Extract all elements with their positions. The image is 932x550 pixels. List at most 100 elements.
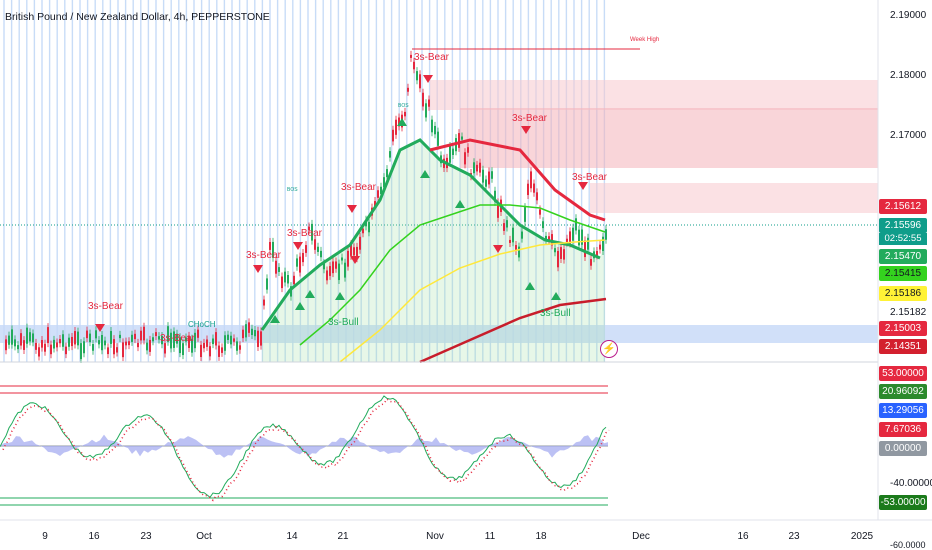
candle-body <box>266 278 268 290</box>
candle-body <box>134 333 136 340</box>
candle-body <box>32 333 34 343</box>
bear-arrow <box>95 324 105 332</box>
candle-body <box>89 333 91 343</box>
candle-body <box>416 71 418 81</box>
candle-body <box>176 333 178 344</box>
bull-arrow <box>305 290 315 298</box>
candle-body <box>602 236 604 252</box>
time-tick: 2025 <box>850 531 874 542</box>
signal-label-bear: 3s-Bear <box>512 113 548 124</box>
candle-body <box>578 229 580 246</box>
candle-body <box>419 74 421 89</box>
candle-body <box>242 329 244 339</box>
supply-zone <box>460 108 878 168</box>
candle-body <box>71 336 73 347</box>
price-tag-zone-bottom: 2.14351 <box>879 339 927 354</box>
candle-body <box>338 263 340 281</box>
candle-body <box>149 339 151 352</box>
ma-ribbon-fill <box>262 140 605 362</box>
candle-body <box>212 338 214 345</box>
candle-body <box>131 334 133 342</box>
candle-body <box>17 345 19 350</box>
candle-body <box>395 119 397 135</box>
candle-body <box>506 220 508 228</box>
candle-body <box>566 238 568 243</box>
candle-body <box>194 332 196 349</box>
candle-body <box>293 275 295 285</box>
time-tick: 23 <box>788 531 800 542</box>
candle-body <box>257 330 259 347</box>
candle-body <box>314 239 316 250</box>
supply-zone <box>430 80 878 110</box>
candle-body <box>215 332 217 346</box>
bear-arrow <box>521 126 531 134</box>
signal-label-bos: BOS <box>287 187 298 193</box>
candle-body <box>407 87 409 92</box>
signal-label-bear: 3s-Bear <box>160 333 196 344</box>
candle-body <box>563 249 565 260</box>
price-tick: 2.17000 <box>890 130 927 141</box>
candle-body <box>545 235 547 241</box>
candle-body <box>173 331 175 348</box>
bull-arrow <box>270 315 280 323</box>
candle-body <box>353 247 355 256</box>
lightning-icon[interactable]: ⚡ <box>600 340 618 358</box>
bull-arrow <box>295 302 305 310</box>
candle-body <box>581 229 583 245</box>
candle-body <box>305 245 307 253</box>
candle-body <box>449 146 451 163</box>
candle-body <box>182 343 184 356</box>
bear-arrow <box>493 245 503 253</box>
candle-body <box>368 221 370 233</box>
bear-arrow <box>423 75 433 83</box>
price-tag-last-price: 2.15596 <box>879 218 927 233</box>
osc-dotted-line <box>2 397 610 502</box>
candle-body <box>428 99 430 107</box>
candle-body <box>323 263 325 270</box>
ma-ribbon <box>262 140 605 362</box>
candle-body <box>398 117 400 127</box>
osc-tag-value-3: 7.67036 <box>879 422 927 437</box>
candle-body <box>341 257 343 261</box>
candle-body <box>275 260 277 274</box>
signal-label-bear: 3s-Bear <box>572 172 608 183</box>
candle-body <box>38 347 40 357</box>
supply-demand-zones <box>0 48 878 343</box>
osc-background <box>0 363 878 520</box>
signal-label-bull: 3s-Bull <box>328 317 359 328</box>
candle-body <box>191 338 193 353</box>
candle-body <box>569 231 571 244</box>
candle-body <box>230 335 232 345</box>
candle-body <box>14 339 16 347</box>
candle-body <box>290 286 292 297</box>
candle-body <box>140 330 142 341</box>
demand-zone <box>0 325 878 343</box>
session-vertical-lines <box>3 0 606 362</box>
candle-body <box>587 237 589 250</box>
bull-arrow <box>420 170 430 178</box>
price-tick: 2.18000 <box>890 70 927 81</box>
candle-body <box>272 241 274 258</box>
candle-body <box>209 346 211 357</box>
osc-tag-lower-band: -53.00000 <box>879 495 927 510</box>
candle-body <box>5 339 7 351</box>
candle-body <box>254 330 256 337</box>
signal-label-bull: 3s-Bull <box>540 308 571 319</box>
candle-body <box>233 338 235 342</box>
candle-body <box>539 209 541 215</box>
time-tick: 18 <box>535 531 547 542</box>
osc-signal-line <box>0 395 607 499</box>
candle-body <box>281 276 283 289</box>
candle-body <box>68 337 70 347</box>
candle-body <box>434 125 436 135</box>
candle-body <box>128 341 130 346</box>
candle-body <box>245 324 247 338</box>
candle-body <box>413 61 415 70</box>
candle-body <box>329 266 331 276</box>
time-tick: 11 <box>484 531 496 542</box>
candle-body <box>431 119 433 133</box>
candle-body <box>311 223 313 241</box>
candle-body <box>464 152 466 165</box>
bull-arrow <box>397 118 407 126</box>
